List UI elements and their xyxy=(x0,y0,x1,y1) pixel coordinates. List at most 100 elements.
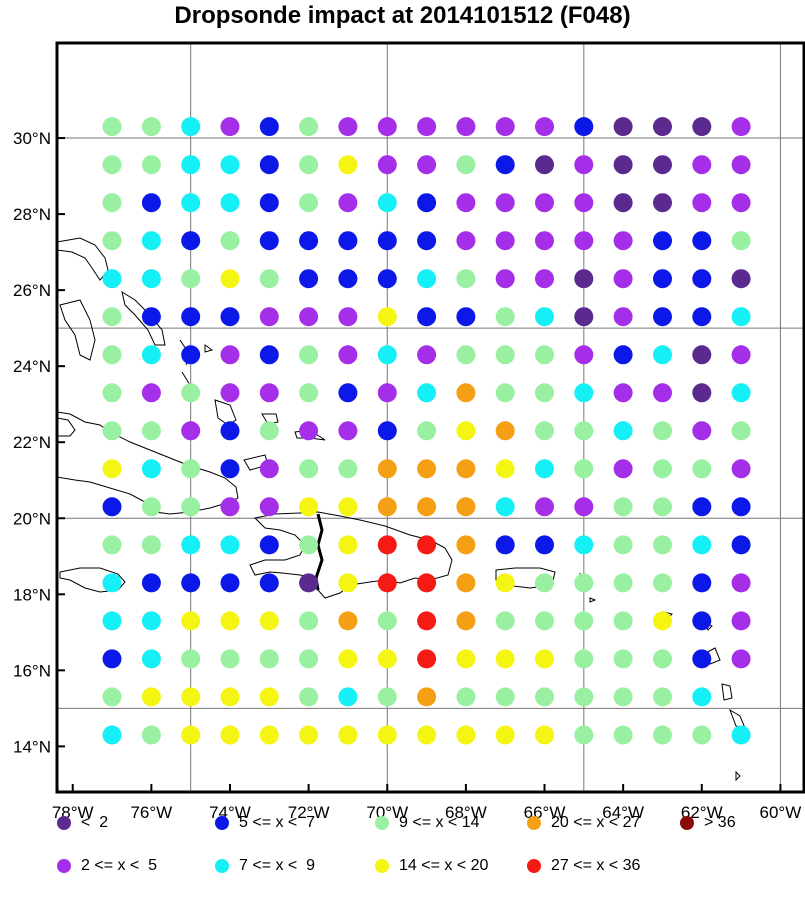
impact-dot xyxy=(613,345,633,365)
impact-dot xyxy=(456,193,476,213)
impact-dot xyxy=(102,497,122,517)
legend-label: 27 <= x < 36 xyxy=(551,857,641,874)
impact-dot xyxy=(181,687,201,707)
impact-dot xyxy=(299,269,319,289)
impact-dot xyxy=(692,269,712,289)
impact-dot xyxy=(181,307,201,327)
impact-dot xyxy=(692,535,712,555)
impact-dot xyxy=(653,231,672,251)
impact-dot xyxy=(417,497,437,517)
impact-dot xyxy=(495,269,515,289)
impact-dot xyxy=(220,345,240,365)
impact-dot xyxy=(456,155,476,175)
impact-dot xyxy=(495,421,515,441)
impact-dot xyxy=(338,307,358,327)
impact-dot xyxy=(259,383,279,403)
impact-dot xyxy=(220,611,240,631)
impact-dot xyxy=(220,193,240,213)
impact-dot xyxy=(731,573,751,593)
x-tick-label: 60°W xyxy=(760,803,802,822)
impact-dot xyxy=(299,307,319,327)
impact-dot xyxy=(259,307,279,327)
impact-dot xyxy=(692,497,712,517)
impact-dot xyxy=(299,687,319,707)
impact-dot xyxy=(731,383,751,403)
impact-dot xyxy=(731,725,751,745)
impact-dot xyxy=(220,383,240,403)
impact-dot xyxy=(574,649,594,669)
impact-dot xyxy=(141,307,161,327)
impact-dot xyxy=(377,193,397,213)
impact-dot xyxy=(299,421,319,441)
impact-dots xyxy=(102,117,751,745)
impact-dot xyxy=(731,307,751,327)
impact-dot xyxy=(181,117,201,137)
impact-dot xyxy=(574,687,594,707)
impact-dot xyxy=(653,421,672,441)
impact-dot xyxy=(613,611,633,631)
impact-dot xyxy=(417,611,437,631)
impact-dot xyxy=(692,155,712,175)
legend-swatch xyxy=(375,859,389,873)
impact-dot xyxy=(102,725,122,745)
impact-dot xyxy=(535,573,554,593)
impact-dot xyxy=(102,383,122,403)
y-tick-label: 28°N xyxy=(13,205,51,224)
impact-dot xyxy=(653,649,672,669)
impact-dot xyxy=(338,573,358,593)
impact-dot xyxy=(731,649,751,669)
impact-dot xyxy=(338,611,358,631)
impact-dot xyxy=(299,497,319,517)
impact-dot xyxy=(338,155,358,175)
impact-dot xyxy=(220,231,240,251)
impact-dot xyxy=(613,269,633,289)
impact-dot xyxy=(653,687,672,707)
impact-dot xyxy=(338,345,358,365)
impact-dot xyxy=(731,611,751,631)
impact-dot xyxy=(141,421,161,441)
impact-dot xyxy=(456,269,476,289)
impact-dot xyxy=(259,611,279,631)
impact-dot xyxy=(535,459,554,479)
impact-dot xyxy=(692,421,712,441)
impact-dot xyxy=(259,497,279,517)
impact-dot xyxy=(613,307,633,327)
impact-dot xyxy=(299,345,319,365)
legend-label: 5 <= x < 7 xyxy=(239,814,316,831)
impact-dot xyxy=(456,611,476,631)
impact-dot xyxy=(338,497,358,517)
impact-dot xyxy=(653,573,672,593)
impact-dot xyxy=(102,459,122,479)
impact-dot xyxy=(692,649,712,669)
legend-swatch xyxy=(375,816,389,830)
impact-dot xyxy=(141,497,161,517)
impact-dot xyxy=(377,611,397,631)
impact-dot xyxy=(181,269,201,289)
impact-dot xyxy=(141,383,161,403)
impact-dot xyxy=(692,459,712,479)
impact-dot xyxy=(259,687,279,707)
impact-dot xyxy=(338,649,358,669)
impact-dot xyxy=(259,117,279,137)
coastline-florida xyxy=(56,237,109,281)
impact-dot xyxy=(456,383,476,403)
coastline-islands-8 xyxy=(735,770,741,782)
coastline-bahamas-2 xyxy=(121,290,166,346)
impact-dot xyxy=(377,155,397,175)
impact-dot xyxy=(574,231,594,251)
impact-dot xyxy=(495,497,515,517)
impact-dot xyxy=(456,497,476,517)
impact-dot xyxy=(417,649,437,669)
impact-dot xyxy=(692,611,712,631)
impact-dot xyxy=(653,383,672,403)
impact-dot xyxy=(417,193,437,213)
impact-dot xyxy=(181,649,201,669)
impact-dot xyxy=(456,459,476,479)
impact-dot xyxy=(574,497,594,517)
impact-dot xyxy=(613,573,633,593)
impact-dot xyxy=(299,155,319,175)
y-tick-label: 16°N xyxy=(13,661,51,680)
impact-dot xyxy=(141,649,161,669)
impact-dot xyxy=(613,383,633,403)
